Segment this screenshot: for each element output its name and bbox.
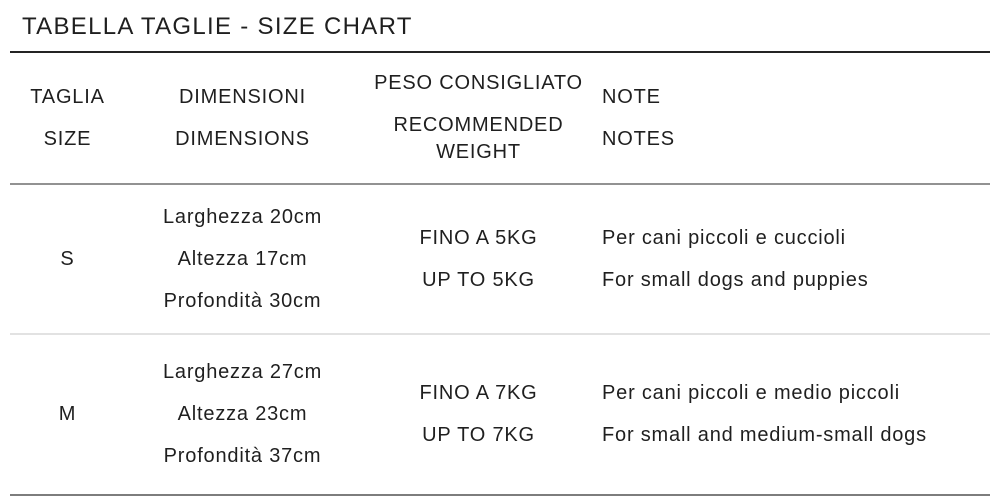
note-it: Per cani piccoli e medio piccoli <box>602 382 900 404</box>
header-size-en: SIZE <box>43 127 92 150</box>
title-divider <box>10 51 990 53</box>
cell-weight: FINO A 5KG UP TO 5KG <box>360 185 597 333</box>
size-label: M <box>58 403 77 425</box>
row-divider <box>10 333 990 335</box>
dimension-depth: Profondità 37cm <box>163 445 322 467</box>
dimension-width: Larghezza 27cm <box>162 361 323 383</box>
dimension-height: Altezza 17cm <box>177 247 308 270</box>
header-weight-it: PESO CONSIGLIATO <box>374 72 583 94</box>
header-size-it: TAGLIA <box>30 85 105 108</box>
weight-en: UP TO 7KG <box>422 424 535 446</box>
header-dimensions-it: DIMENSIONI <box>179 85 306 108</box>
weight-it: FINO A 5KG <box>419 226 538 249</box>
size-label: S <box>60 247 75 270</box>
header-dimensions-en: DIMENSIONS <box>175 127 310 150</box>
header-cell-size: TAGLIA SIZE <box>10 53 125 183</box>
header-divider <box>10 183 990 185</box>
header-weight-en: RECOMMENDED WEIGHT <box>393 114 564 163</box>
cell-notes: Per cani piccoli e medio piccoli For sma… <box>597 335 980 494</box>
table-row-size-s: S Larghezza 20cm Altezza 17cm Profondità… <box>10 185 990 333</box>
dimension-height: Altezza 23cm <box>177 403 308 425</box>
note-en: For small dogs and puppies <box>602 268 869 291</box>
note-en: For small and medium-small dogs <box>602 424 927 446</box>
header-cell-weight: PESO CONSIGLIATO RECOMMENDED WEIGHT <box>360 53 597 183</box>
note-it: Per cani piccoli e cuccioli <box>602 226 846 249</box>
header-notes-it: NOTE <box>602 85 661 108</box>
header-cell-dimensions: DIMENSIONI DIMENSIONS <box>125 53 360 183</box>
cell-size: M <box>10 335 125 494</box>
cell-size: S <box>10 185 125 333</box>
cell-dimensions: Larghezza 27cm Altezza 23cm Profondità 3… <box>125 335 360 494</box>
cell-notes: Per cani piccoli e cuccioli For small do… <box>597 185 980 333</box>
dimension-width: Larghezza 20cm <box>162 205 323 228</box>
dimension-depth: Profondità 30cm <box>163 289 322 312</box>
table-row-size-m: M Larghezza 27cm Altezza 23cm Profondità… <box>10 335 990 494</box>
header-cell-notes: NOTE NOTES <box>597 53 980 183</box>
table-header-row: TAGLIA SIZE DIMENSIONI DIMENSIONS PESO C… <box>10 53 990 183</box>
header-notes-en: NOTES <box>602 127 675 150</box>
bottom-divider <box>10 494 990 496</box>
page-title: TABELLA TAGLIE - SIZE CHART <box>22 13 413 40</box>
cell-weight: FINO A 7KG UP TO 7KG <box>360 335 597 494</box>
weight-it: FINO A 7KG <box>419 382 538 404</box>
weight-en: UP TO 5KG <box>422 268 535 291</box>
cell-dimensions: Larghezza 20cm Altezza 17cm Profondità 3… <box>125 185 360 333</box>
